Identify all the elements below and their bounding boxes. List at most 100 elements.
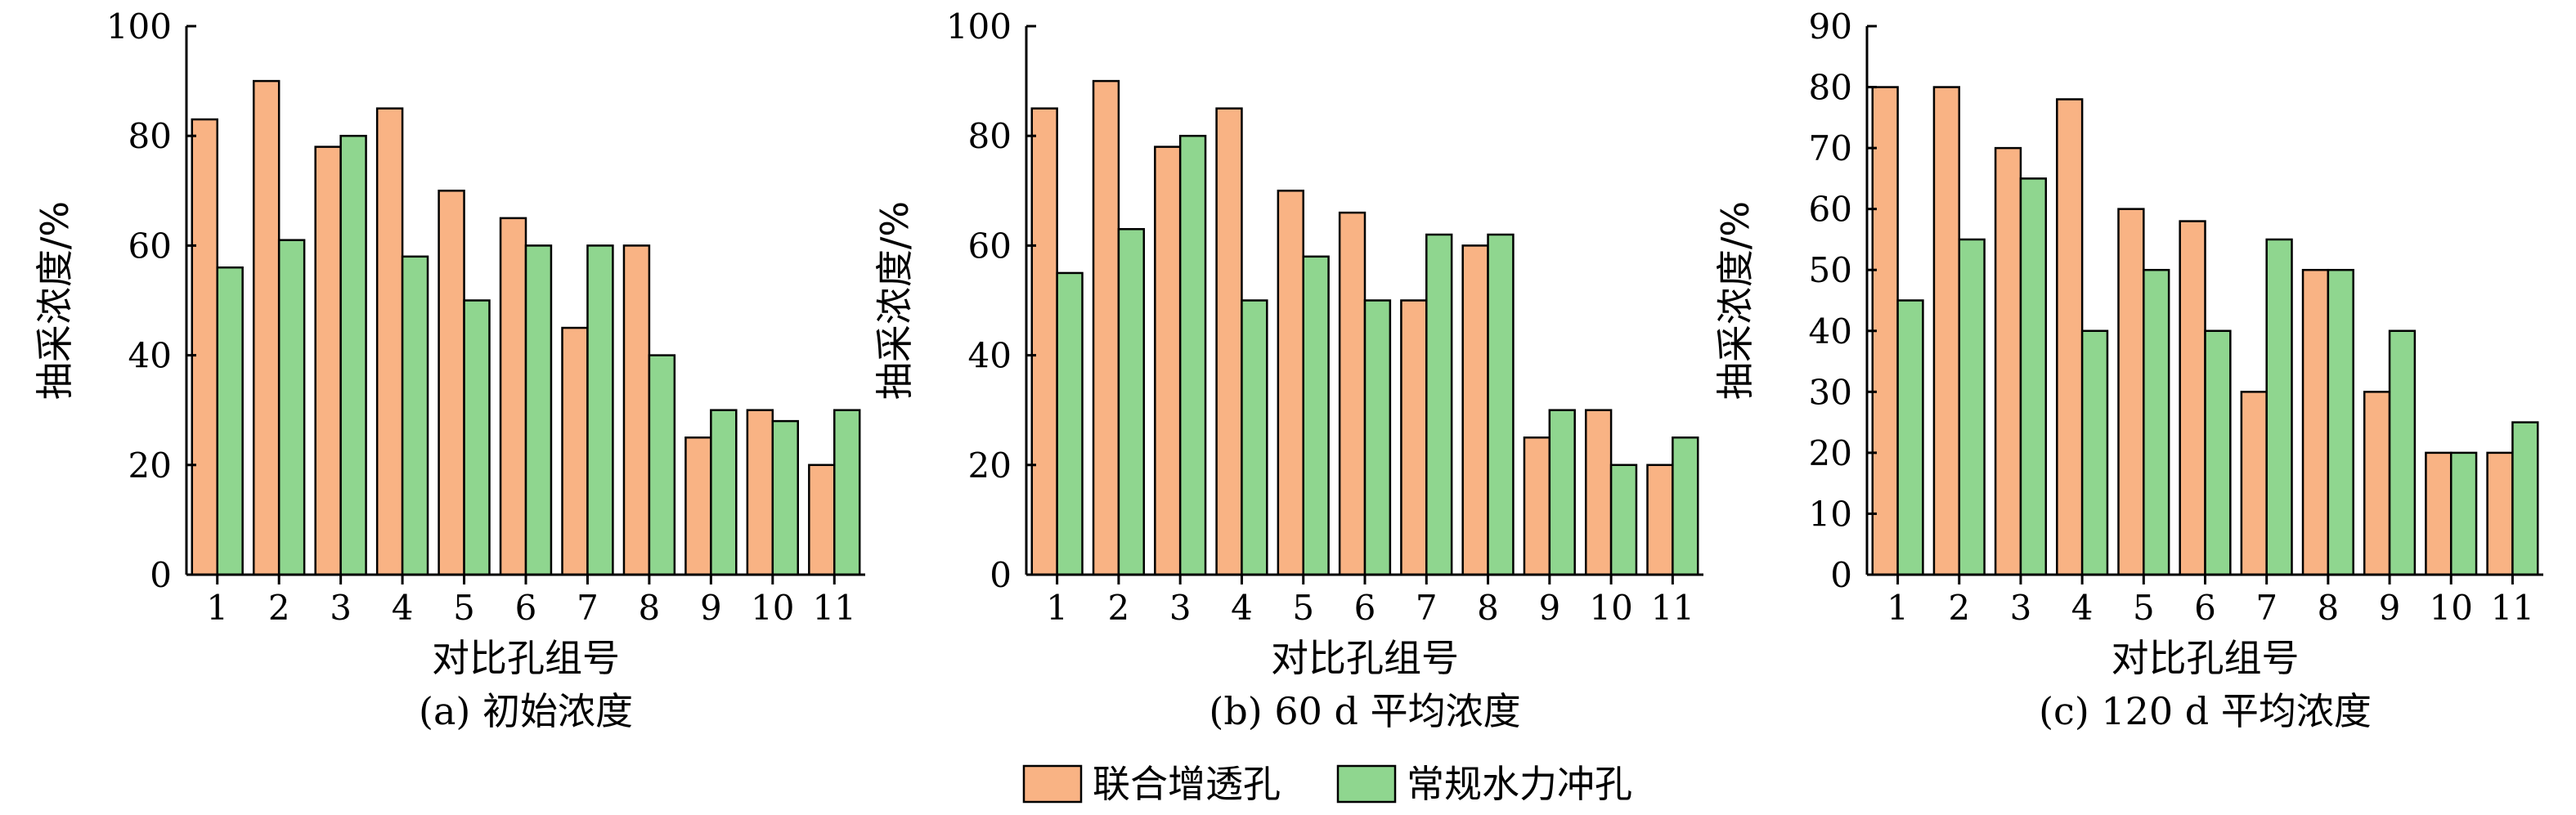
x-tick-label-0-4: 5 <box>453 588 475 628</box>
y-tick-label-0-5: 100 <box>106 7 172 47</box>
bar-2-s1-9 <box>2388 329 2417 576</box>
y-tick-label-0-3: 60 <box>128 226 172 266</box>
bar-1-s0-7 <box>1400 299 1428 576</box>
bar-0-s0-7 <box>561 326 589 576</box>
bar-0-s1-5 <box>463 299 491 576</box>
bar-2-s0-6 <box>2179 220 2206 576</box>
bar-1-s0-2 <box>1092 79 1120 576</box>
legend-swatch-series-0 <box>1022 764 1083 804</box>
bar-2-s1-2 <box>1958 238 1986 576</box>
y-tick-label-1-5: 100 <box>946 7 1012 47</box>
bar-2-s1-11 <box>2511 421 2539 576</box>
y-tick-label-2-4: 40 <box>1809 311 1852 352</box>
bar-0-s0-4 <box>375 107 404 576</box>
bar-2-s1-5 <box>2143 268 2170 576</box>
y-tick-label-0-1: 20 <box>128 446 172 486</box>
x-tick-label-1-2: 3 <box>1169 588 1192 628</box>
bar-0-s0-8 <box>622 244 651 576</box>
bar-0-s1-7 <box>586 244 614 576</box>
y-axis-label-1: 抽采浓度/% <box>873 201 917 400</box>
y-tick-label-1-4: 80 <box>968 116 1012 156</box>
bar-0-s0-11 <box>808 463 836 576</box>
chart-panel-0: 0 20 40 60 80 100 1 2 3 4 5 6 7 8 9 10 11 对比孔组号 抽采浓度/% (a) … <box>33 7 865 733</box>
bar-2-s1-6 <box>2204 329 2232 576</box>
bar-1-s1-1 <box>1056 271 1084 576</box>
y-tick-label-2-2: 20 <box>1809 433 1852 473</box>
bar-2-s1-4 <box>2080 329 2109 576</box>
bar-1-s1-4 <box>1241 299 1268 576</box>
bar-0-s1-8 <box>648 354 676 576</box>
bar-1-s0-1 <box>1030 107 1058 576</box>
legend-label-series-0: 联合增透孔 <box>1093 762 1281 806</box>
bar-0-s0-10 <box>746 409 774 576</box>
x-tick-label-2-7: 8 <box>2317 588 2339 628</box>
bar-1-s1-3 <box>1178 134 1207 576</box>
bar-1-s1-5 <box>1302 255 1330 576</box>
x-tick-label-1-7: 8 <box>1477 588 1499 628</box>
y-axis-label-2: 抽采浓度/% <box>1713 201 1757 400</box>
x-tick-label-2-2: 3 <box>2010 588 2032 628</box>
bar-0-s1-4 <box>401 255 429 576</box>
x-tick-label-2-1: 2 <box>1948 588 1970 628</box>
x-tick-label-2-3: 4 <box>2071 588 2094 628</box>
x-tick-label-2-0: 1 <box>1887 588 1909 628</box>
bar-1-s1-11 <box>1672 437 1699 576</box>
bar-2-s0-10 <box>2425 451 2453 576</box>
bar-2-s0-4 <box>2056 98 2084 576</box>
bar-1-s0-4 <box>1215 107 1243 576</box>
bar-0-s0-6 <box>499 217 527 576</box>
bar-0-s1-11 <box>833 409 861 576</box>
bar-0-s1-9 <box>710 409 738 576</box>
bar-0-s0-5 <box>438 190 465 576</box>
x-tick-label-0-9: 10 <box>751 588 794 628</box>
y-tick-label-0-2: 40 <box>128 336 172 376</box>
x-tick-label-1-9: 10 <box>1589 588 1632 628</box>
bar-2-s1-7 <box>2265 238 2293 576</box>
bar-2-s0-7 <box>2240 391 2268 576</box>
y-tick-label-0-4: 80 <box>128 116 172 156</box>
x-tick-label-0-7: 8 <box>639 588 661 628</box>
x-tick-label-1-0: 1 <box>1046 588 1068 628</box>
panel-caption-1: (b) 60 d 平均浓度 <box>1209 689 1520 733</box>
x-tick-label-2-4: 5 <box>2133 588 2155 628</box>
y-tick-label-1-3: 60 <box>968 226 1012 266</box>
bar-1-s0-6 <box>1338 211 1367 576</box>
x-tick-label-1-6: 7 <box>1416 588 1438 628</box>
panel-caption-0: (a) 初始浓度 <box>419 689 633 733</box>
x-tick-label-0-0: 1 <box>206 588 228 628</box>
y-tick-label-2-6: 60 <box>1809 190 1852 230</box>
x-axis-label-1: 对比孔组号 <box>1271 636 1459 680</box>
legend-label-series-1: 常规水力冲孔 <box>1407 762 1632 806</box>
bar-1-s0-3 <box>1154 146 1182 576</box>
bar-1-s1-6 <box>1363 299 1392 576</box>
x-tick-label-0-2: 3 <box>330 588 352 628</box>
x-tick-label-1-3: 4 <box>1231 588 1253 628</box>
bar-1-s0-11 <box>1646 463 1674 576</box>
bar-2-s1-1 <box>1896 299 1924 576</box>
chart-panel-1: 0 20 40 60 80 100 1 2 3 4 5 6 7 8 9 10 11 对比孔组号 抽采浓度/% (b) … <box>873 7 1703 733</box>
y-tick-label-2-9: 90 <box>1809 7 1852 47</box>
bar-1-s0-9 <box>1523 437 1551 576</box>
x-tick-label-1-8: 9 <box>1538 588 1560 628</box>
x-axis-label-2: 对比孔组号 <box>2112 636 2300 680</box>
bar-1-s0-8 <box>1461 244 1489 576</box>
bar-0-s1-2 <box>277 239 306 576</box>
bar-0-s0-2 <box>252 79 280 576</box>
bar-1-s0-5 <box>1277 190 1304 576</box>
x-tick-label-1-4: 5 <box>1292 588 1314 628</box>
y-tick-label-0-0: 0 <box>150 555 172 595</box>
chart-panel-2: 0 10 20 30 40 50 60 70 80 90 1 2 3 4 5 6 7 8 9 10 11 对比孔组号 抽采浓… <box>1713 7 2543 733</box>
bar-0-s1-6 <box>524 244 553 576</box>
legend-swatch-series-1 <box>1336 764 1397 804</box>
x-tick-label-0-10: 11 <box>813 588 856 628</box>
bar-1-s1-10 <box>1609 463 1638 576</box>
y-tick-label-1-2: 40 <box>968 336 1012 376</box>
x-tick-label-0-6: 7 <box>577 588 599 628</box>
x-tick-label-0-1: 2 <box>268 588 290 628</box>
y-tick-label-1-1: 20 <box>968 446 1012 486</box>
y-tick-label-2-5: 50 <box>1809 250 1852 290</box>
legend: 联合增透孔 常规水力冲孔 <box>1022 762 1632 806</box>
bar-0-s1-3 <box>339 134 367 576</box>
x-tick-label-1-5: 6 <box>1354 588 1376 628</box>
